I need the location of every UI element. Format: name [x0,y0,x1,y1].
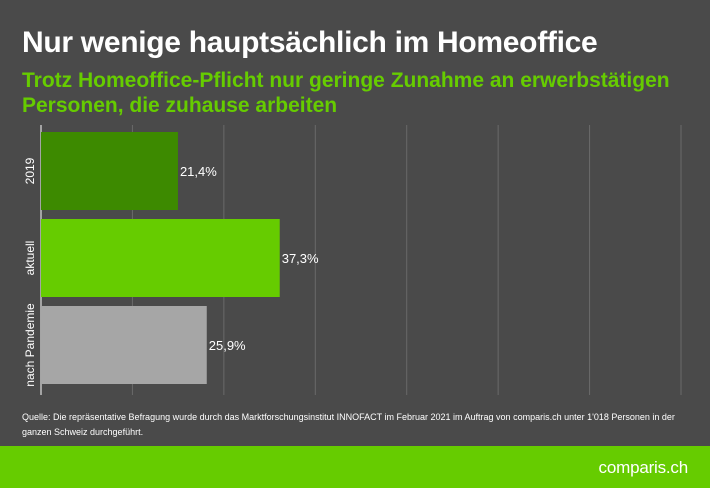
category-label: aktuell [23,241,37,276]
source-note: Quelle: Die repräsentative Befragung wur… [22,412,675,437]
bar-chart: 21,4% 2019 37,3% aktuell 25,9% nach Pandemie [23,125,682,395]
bar [41,219,280,297]
grid-lines [131,125,682,395]
bars: 21,4% 2019 37,3% aktuell 25,9% nach Pandemie [23,132,319,387]
footer-bar: comparis.ch [0,446,710,488]
category-label: 2019 [23,157,37,184]
chart-title: Nur wenige hauptsächlich im Homeoffice [22,26,598,59]
category-label: nach Pandemie [23,303,37,387]
value-label: 25,9% [209,338,246,353]
bar [41,132,178,210]
brand-logo: comparis.ch [598,458,689,477]
chart-subtitle: Trotz Homeoffice-Pflicht nur geringe Zun… [22,69,670,117]
value-label: 21,4% [180,164,217,179]
bar [41,306,207,384]
value-label: 37,3% [282,251,319,266]
